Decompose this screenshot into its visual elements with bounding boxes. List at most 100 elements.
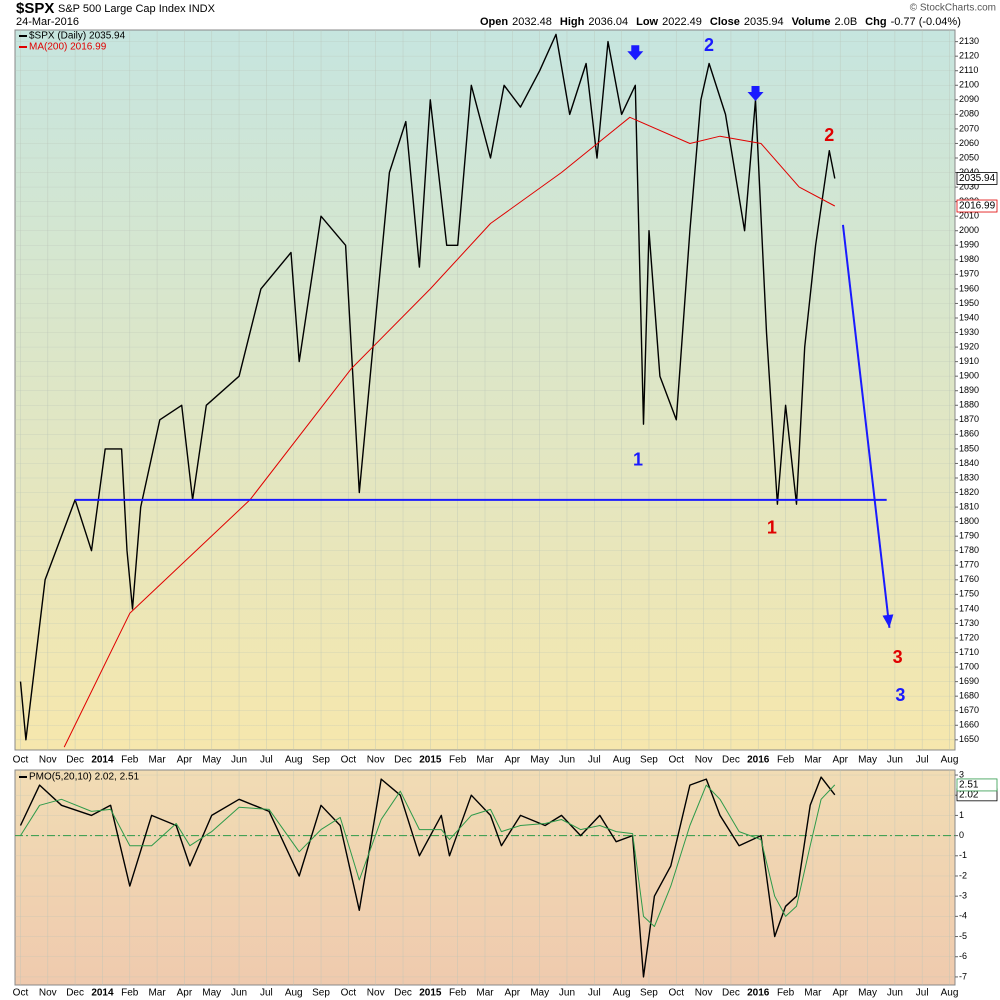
y-tick-label: -2 — [959, 870, 967, 880]
y-tick-label: 1810 — [959, 501, 979, 511]
y-tick-label: 2100 — [959, 80, 979, 90]
wave-label: 1 — [767, 518, 777, 538]
x-tick-label: Nov — [695, 755, 713, 766]
x-tick-label: Oct — [668, 988, 684, 999]
x-tick-label: Jun — [887, 988, 903, 999]
legend-entry: MA(200) 2016.99 — [29, 42, 107, 53]
quote-label: Chg — [865, 16, 886, 28]
x-tick-label: 2014 — [91, 988, 114, 999]
x-tick-label: Nov — [695, 988, 713, 999]
x-tick-label: 2014 — [91, 755, 114, 766]
quote-value: 2022.49 — [662, 16, 702, 28]
y-tick-label: 1880 — [959, 400, 979, 410]
x-tick-label: May — [858, 988, 877, 999]
wave-label: 2 — [824, 125, 834, 145]
y-tick-label: 1990 — [959, 240, 979, 250]
y-tick-label: 2110 — [959, 65, 978, 75]
y-tick-label: 2030 — [959, 181, 979, 191]
x-tick-label: Oct — [13, 755, 29, 766]
value-tag-box — [956, 199, 998, 213]
quote-label: Volume — [792, 16, 831, 28]
y-tick-label: 1850 — [959, 443, 979, 453]
symbol: $SPX — [16, 0, 54, 17]
x-tick-label: Sep — [640, 755, 658, 766]
subtitle: S&P 500 Large Cap Index INDX — [58, 3, 216, 15]
x-tick-label: Apr — [832, 755, 848, 766]
y-tick-label: 1720 — [959, 632, 979, 642]
arrow-head — [882, 614, 894, 628]
y-tick-label: 1920 — [959, 341, 979, 351]
y-tick-label: -5 — [959, 931, 967, 941]
y-tick-label: 1950 — [959, 298, 979, 308]
y-tick-label: 1890 — [959, 385, 979, 395]
credit: © StockCharts.com — [910, 3, 996, 14]
x-tick-label: Jul — [916, 755, 929, 766]
wave-label: 2 — [704, 35, 714, 55]
x-tick-label: Mar — [148, 755, 166, 766]
x-tick-label: Apr — [177, 755, 193, 766]
x-tick-label: Aug — [285, 988, 303, 999]
y-tick-label: 2060 — [959, 138, 979, 148]
x-tick-label: Sep — [312, 988, 330, 999]
value-tag: 2.51 — [959, 780, 979, 791]
x-tick-label: Jul — [588, 755, 601, 766]
x-tick-label: May — [202, 755, 221, 766]
x-tick-label: Feb — [777, 988, 795, 999]
quote-value: 2.0B — [835, 16, 858, 28]
x-tick-label: Feb — [121, 988, 139, 999]
x-tick-label: Sep — [640, 988, 658, 999]
quote-value: 2032.48 — [512, 16, 552, 28]
x-tick-label: May — [202, 988, 221, 999]
y-tick-label: 1670 — [959, 705, 979, 715]
y-tick-label: 2120 — [959, 51, 979, 61]
y-tick-label: 1820 — [959, 487, 979, 497]
x-tick-label: Oct — [341, 988, 357, 999]
y-tick-label: 2010 — [959, 211, 979, 221]
x-tick-label: Jul — [260, 755, 273, 766]
y-tick-label: 2050 — [959, 152, 979, 162]
x-tick-label: Aug — [941, 755, 959, 766]
x-tick-label: Dec — [722, 988, 740, 999]
value-tag: 2016.99 — [959, 201, 996, 212]
y-tick-label: 1910 — [959, 356, 979, 366]
value-tag-box — [956, 778, 998, 792]
value-tag: 2035.94 — [959, 173, 996, 184]
x-tick-label: Mar — [476, 755, 494, 766]
value-tag: 2.02 — [959, 789, 979, 800]
x-tick-label: Oct — [341, 755, 357, 766]
x-tick-label: Jun — [559, 755, 575, 766]
x-tick-label: Jun — [231, 755, 247, 766]
x-tick-label: Mar — [804, 988, 822, 999]
x-tick-label: May — [858, 755, 877, 766]
x-tick-label: Nov — [39, 988, 57, 999]
x-tick-label: Feb — [121, 755, 139, 766]
y-tick-label: 1900 — [959, 371, 979, 381]
y-tick-label: 1 — [959, 810, 964, 820]
date: 24-Mar-2016 — [16, 16, 79, 28]
quote-value: 2035.94 — [744, 16, 784, 28]
y-tick-label: -3 — [959, 891, 967, 901]
y-tick-label: 1980 — [959, 254, 979, 264]
x-tick-label: Apr — [505, 988, 521, 999]
trendline — [841, 224, 891, 628]
y-tick-label: 1800 — [959, 516, 979, 526]
y-tick-label: 1730 — [959, 618, 979, 628]
x-tick-label: 2015 — [419, 988, 442, 999]
quote-label: High — [560, 16, 585, 28]
x-tick-label: Dec — [394, 755, 412, 766]
wave-label: 3 — [893, 647, 903, 667]
x-tick-label: May — [530, 988, 549, 999]
y-tick-label: -4 — [959, 911, 967, 921]
y-tick-label: 1790 — [959, 531, 979, 541]
x-tick-label: Jun — [887, 755, 903, 766]
x-tick-label: Apr — [177, 988, 193, 999]
legend-entry: $SPX (Daily) 2035.94 — [29, 31, 126, 42]
x-tick-label: Oct — [13, 988, 29, 999]
x-tick-label: Dec — [66, 988, 84, 999]
y-tick-label: -6 — [959, 951, 967, 961]
x-tick-label: Oct — [668, 755, 684, 766]
y-tick-label: 2090 — [959, 94, 979, 104]
y-tick-label: 1650 — [959, 734, 979, 744]
x-tick-label: Jun — [231, 988, 247, 999]
